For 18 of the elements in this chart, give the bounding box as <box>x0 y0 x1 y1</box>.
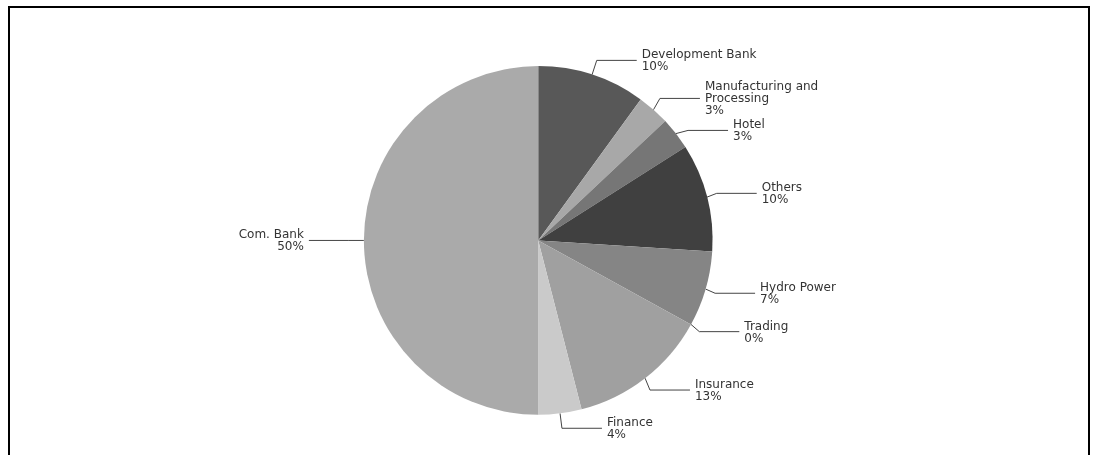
slice-label: Insurance <box>694 377 754 392</box>
data-label: 3% <box>733 129 753 144</box>
slice-label: Others <box>761 180 803 195</box>
data-label: 50% <box>277 239 304 254</box>
slice-label: Development Bank <box>641 47 757 62</box>
slice-label: Finance <box>606 415 653 430</box>
slice-label: Manufacturing and Processing <box>704 79 819 106</box>
legend-label: Trading <box>743 318 789 333</box>
slice-label: Hydro Power <box>760 280 837 295</box>
slice-label: Hotel <box>733 117 765 132</box>
data-label: 4% <box>606 427 626 442</box>
data-label: 13% <box>694 389 722 404</box>
data-label: 3% <box>704 103 724 118</box>
data-label: 10% <box>761 192 789 207</box>
data-label: 7% <box>760 292 780 307</box>
text: 0% <box>744 330 764 345</box>
data-label: 10% <box>641 59 669 74</box>
slice-label: Com. Bank <box>238 227 304 242</box>
